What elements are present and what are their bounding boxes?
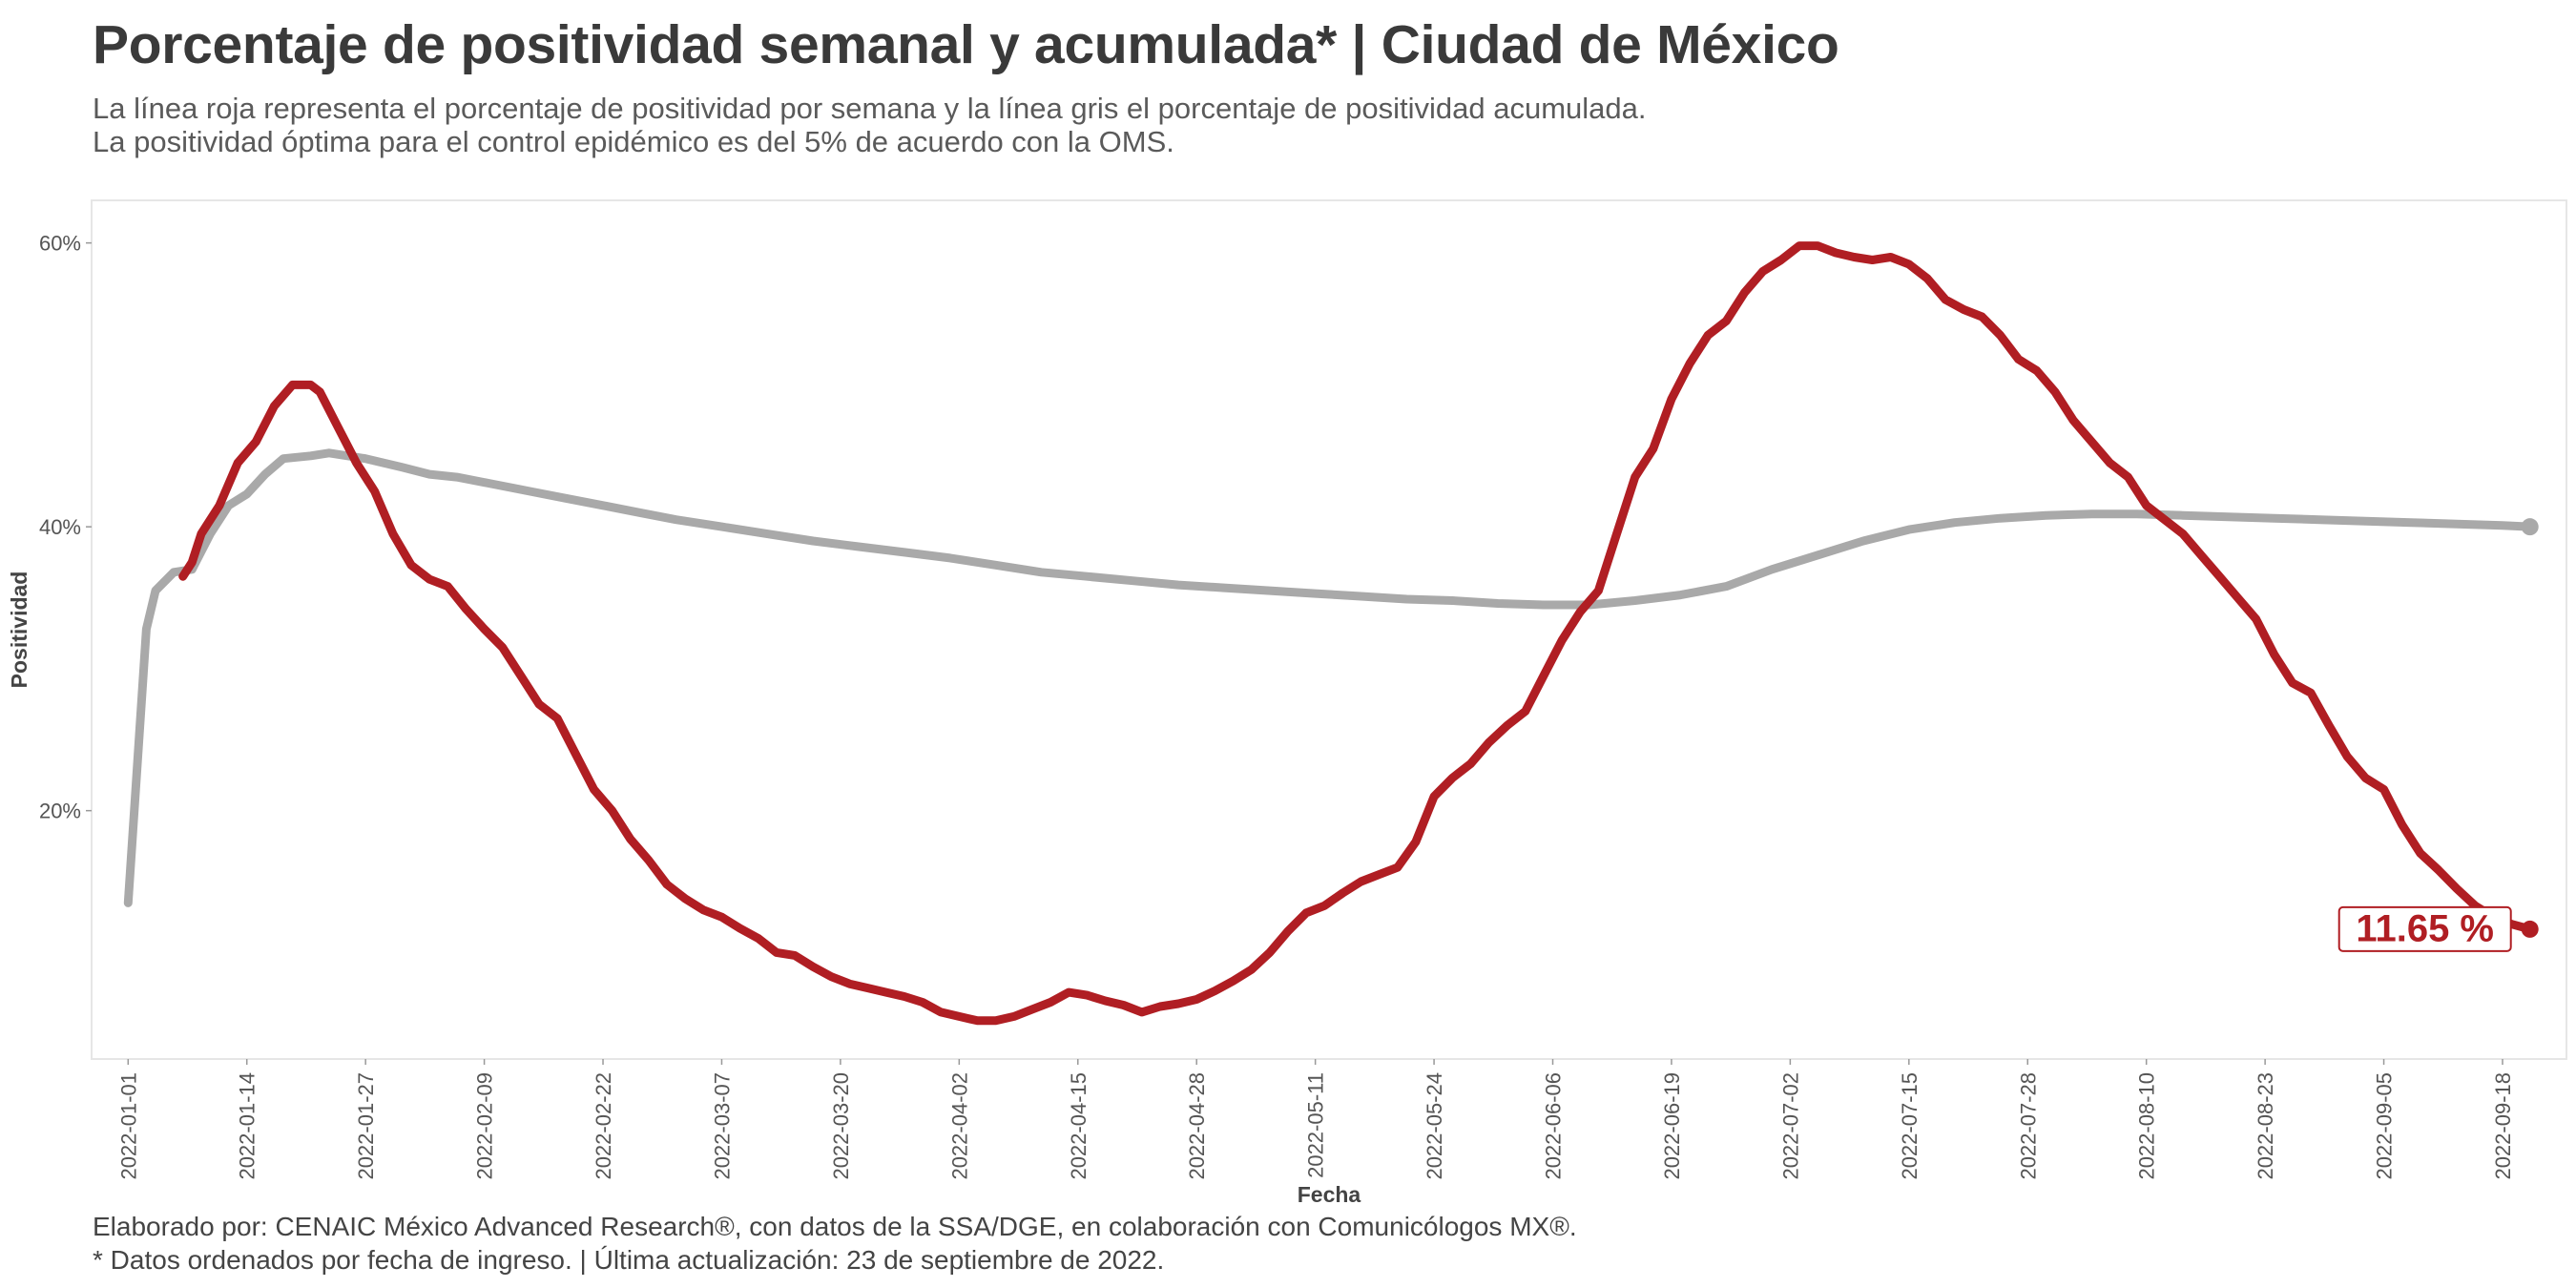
weekly-end-point	[2521, 920, 2539, 938]
y-tick-label: 20%	[39, 800, 81, 823]
end-value-label-box	[2337, 905, 2512, 952]
x-tick-label: 2022-03-20	[829, 1072, 853, 1180]
chart-title: Porcentaje de positividad semanal y acum…	[93, 14, 1839, 75]
series-layer	[123, 241, 2539, 1026]
x-tick-label: 2022-06-06	[1542, 1072, 1566, 1180]
x-tick-label: 2022-05-11	[1304, 1072, 1328, 1178]
y-axis-ticks: 20% 40% 60%	[39, 232, 92, 823]
caption-line-1: Elaborado por: CENAIC México Advanced Re…	[93, 1212, 1577, 1241]
x-tick-label: 2022-01-01	[116, 1072, 140, 1180]
x-tick-label: 2022-04-15	[1067, 1072, 1091, 1180]
x-tick-label: 2022-06-19	[1660, 1072, 1684, 1180]
x-axis-ticks: 2022-01-01 2022-01-14 2022-01-27 2022-02-09…	[116, 1059, 2515, 1180]
end-value-label: 11.65 %	[2337, 905, 2512, 952]
cumulative-positivity-line	[123, 448, 2535, 907]
x-axis-title: Fecha	[1298, 1182, 1361, 1207]
x-tick-label: 2022-02-09	[473, 1072, 497, 1180]
x-tick-label: 2022-04-28	[1185, 1072, 1209, 1180]
y-axis-title: Positividad	[7, 571, 31, 689]
end-value-label-text: 11.65 %	[2356, 907, 2494, 949]
x-tick-label: 2022-04-02	[947, 1072, 971, 1180]
x-tick-label: 2022-01-14	[236, 1072, 260, 1180]
plot-panel	[91, 199, 2567, 1060]
x-tick-label: 2022-07-15	[1898, 1072, 1922, 1180]
chart-subtitle-line-1: La línea roja representa el porcentaje d…	[93, 92, 1647, 125]
y-tick-label: 40%	[39, 515, 81, 539]
x-tick-label: 2022-08-23	[2254, 1072, 2277, 1180]
cumulative-end-point	[2521, 518, 2539, 536]
weekly-positivity-line	[178, 241, 2535, 1026]
x-tick-label: 2022-07-02	[1778, 1072, 1802, 1180]
x-tick-label: 2022-07-28	[2016, 1072, 2040, 1180]
x-tick-label: 2022-03-07	[710, 1072, 734, 1180]
x-tick-label: 2022-08-10	[2135, 1072, 2159, 1180]
caption-line-2: * Datos ordenados por fecha de ingreso. …	[93, 1245, 1165, 1275]
chart-subtitle-line-2: La positividad óptima para el control ep…	[93, 125, 1174, 158]
x-tick-label: 2022-01-27	[354, 1072, 378, 1180]
y-tick-label: 60%	[39, 232, 81, 256]
x-tick-label: 2022-09-18	[2491, 1072, 2515, 1180]
x-tick-label: 2022-05-24	[1423, 1072, 1446, 1180]
x-tick-label: 2022-02-22	[592, 1072, 615, 1180]
x-tick-label: 2022-09-05	[2373, 1072, 2397, 1180]
